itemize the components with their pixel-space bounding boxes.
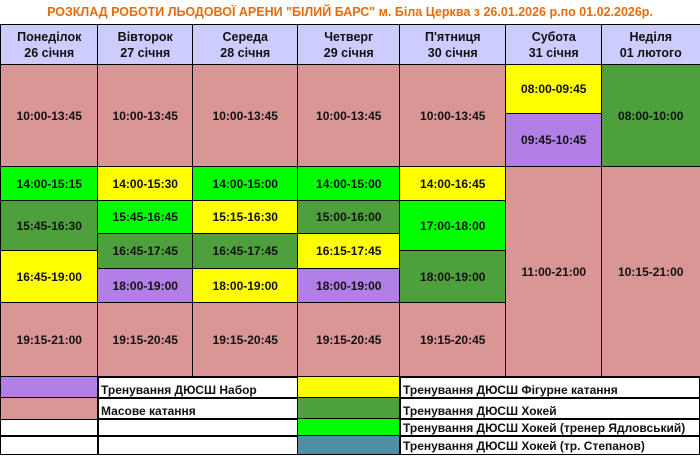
day-header: П'ятниця 30 січня	[399, 24, 507, 66]
schedule-slot: 18:00-19:00	[97, 268, 194, 304]
schedule-slot: 14:00-15:30	[97, 166, 194, 202]
schedule-slot: 14:00-15:15	[0, 166, 99, 202]
legend-label: Тренування ДЮСШ Хокей (тренер Ядловський…	[399, 418, 700, 437]
schedule-slot: 15:00-16:00	[297, 200, 401, 235]
legend-label: Масове катання	[97, 397, 299, 420]
legend-label: Тренування ДЮСШ Хокей (тр. Степанов)	[399, 435, 700, 455]
schedule-slot: 10:00-13:45	[97, 64, 194, 168]
schedule-slot: 08:00-10:00	[601, 64, 700, 168]
schedule-slot: 08:00-09:45	[505, 64, 603, 115]
day-date: 30 січня	[427, 45, 478, 60]
schedule-slot: 19:15-20:45	[399, 302, 507, 378]
schedule-slot: 16:45-19:00	[0, 250, 99, 304]
schedule-slot: 19:15-20:45	[192, 302, 299, 378]
legend-cell	[97, 435, 299, 455]
legend-cell	[0, 418, 99, 437]
day-name: Четверг	[324, 29, 374, 44]
day-date: 29 січня	[323, 45, 374, 60]
schedule-slot: 10:00-13:45	[0, 64, 99, 168]
schedule-slot: 15:15-16:30	[192, 200, 299, 235]
day-date: 26 січня	[24, 45, 75, 60]
legend-swatch	[297, 397, 401, 420]
legend-swatch	[297, 418, 401, 437]
day-name: П'ятниця	[424, 29, 481, 44]
schedule-slot: 17:00-18:00	[399, 200, 507, 252]
schedule-slot: 18:00-19:00	[192, 268, 299, 304]
day-header: Середа 28 січня	[192, 24, 299, 66]
day-name: Понеділок	[17, 29, 82, 44]
schedule-slot: 10:00-13:45	[399, 64, 507, 168]
schedule-slot: 10:00-13:45	[297, 64, 401, 168]
legend-swatch	[0, 397, 99, 420]
schedule-title: РОЗКЛАД РОБОТИ ЛЬОДОВОЇ АРЕНИ "БІЛИЙ БАР…	[47, 5, 653, 19]
legend-swatch	[297, 435, 401, 455]
schedule-slot: 10:15-21:00	[601, 166, 700, 378]
schedule-slot: 15:45-16:45	[97, 200, 194, 235]
day-date: 28 січня	[220, 45, 271, 60]
day-header: Понеділок 26 січня	[0, 24, 99, 66]
legend-label: Тренування ДЮСШ Фігурне катання	[399, 376, 700, 399]
schedule-slot: 14:00-15:00	[297, 166, 401, 202]
day-name: Середа	[222, 29, 268, 44]
schedule-slot: 16:45-17:45	[97, 233, 194, 270]
schedule-slot: 19:15-20:45	[297, 302, 401, 378]
legend-cell	[0, 435, 99, 455]
schedule-slot: 11:00-21:00	[505, 166, 603, 378]
legend-label: Тренування ДЮСШ Набор	[97, 376, 299, 399]
legend-cell	[97, 418, 299, 437]
day-header: Неділя 01 лютого	[601, 24, 700, 66]
schedule-slot: 19:15-21:00	[0, 302, 99, 378]
schedule-slot: 14:00-15:00	[192, 166, 299, 202]
legend-swatch	[297, 376, 401, 399]
schedule-slot: 16:15-17:45	[297, 233, 401, 270]
schedule-slot: 19:15-20:45	[97, 302, 194, 378]
schedule-slot: 18:00-19:00	[399, 250, 507, 304]
day-header: Четверг 29 січня	[297, 24, 401, 66]
schedule-slot: 16:45-17:45	[192, 233, 299, 270]
legend-swatch	[0, 376, 99, 399]
schedule-slot: 18:00-19:00	[297, 268, 401, 304]
day-header: Вівторок 27 січня	[97, 24, 194, 66]
schedule-slot: 10:00-13:45	[192, 64, 299, 168]
schedule-slot: 09:45-10:45	[505, 113, 603, 168]
schedule-slot: 15:45-16:30	[0, 200, 99, 252]
day-date: 01 лютого	[619, 45, 682, 60]
day-name: Неділя	[629, 29, 673, 44]
day-header: Субота 31 січня	[505, 24, 603, 66]
day-date: 27 січня	[120, 45, 171, 60]
schedule-slot: 14:00-16:45	[399, 166, 507, 202]
day-date: 31 січня	[528, 45, 579, 60]
day-name: Вівторок	[117, 29, 173, 44]
legend-label: Тренування ДЮСШ Хокей	[399, 397, 700, 420]
day-name: Субота	[531, 29, 576, 44]
